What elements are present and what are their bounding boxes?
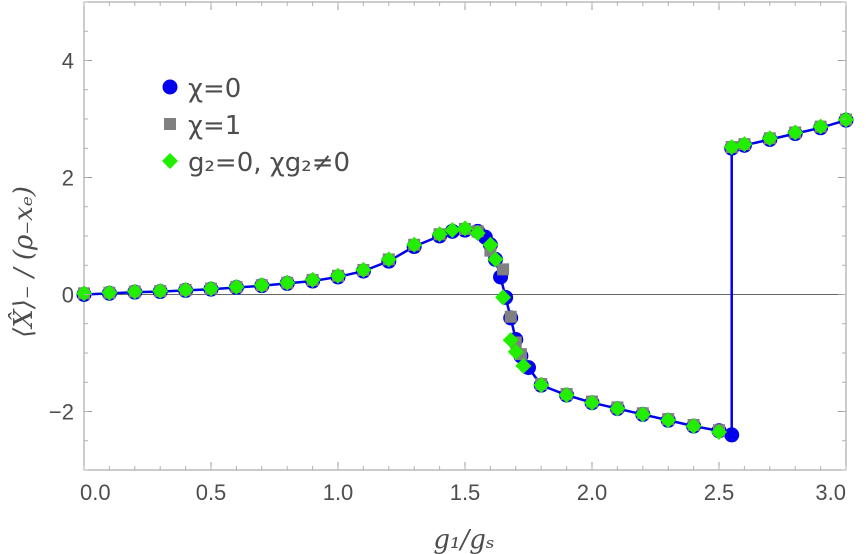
data-point-diamond bbox=[787, 124, 804, 141]
data-point-diamond bbox=[177, 281, 194, 298]
legend-label: g₂=0, χg₂≠0 bbox=[188, 148, 350, 178]
data-point-diamond bbox=[406, 236, 423, 253]
data-point-diamond bbox=[584, 394, 600, 411]
data-point-diamond bbox=[812, 118, 829, 135]
data-point-diamond bbox=[761, 130, 778, 147]
y-tick-label: 0 bbox=[62, 283, 74, 308]
data-point-diamond bbox=[487, 251, 504, 268]
data-point-diamond bbox=[126, 283, 143, 300]
data-point-diamond bbox=[533, 377, 550, 394]
data-point-diamond bbox=[355, 261, 372, 278]
data-point-diamond bbox=[152, 282, 169, 299]
data-point-diamond bbox=[444, 222, 461, 239]
y-axis-title: ⟨X̂⟩₋ / (ρ₋xₑ) bbox=[8, 186, 39, 338]
y-tick-label: 2 bbox=[62, 166, 74, 191]
x-tick-label: 2.5 bbox=[704, 480, 735, 505]
data-point-diamond bbox=[101, 284, 118, 301]
data-point-diamond bbox=[838, 111, 854, 128]
data-point-diamond bbox=[507, 343, 524, 360]
legend-item: χ=1 bbox=[164, 111, 241, 141]
x-tick-label: 1.0 bbox=[323, 480, 354, 505]
data-point-diamond bbox=[457, 220, 473, 237]
data-point-circle bbox=[724, 427, 740, 443]
data-point-diamond bbox=[502, 332, 519, 349]
data-point-diamond bbox=[660, 412, 677, 429]
legend-marker bbox=[162, 153, 178, 169]
data-point-diamond bbox=[482, 236, 499, 253]
x-axis-title: g₁/gₛ bbox=[433, 525, 494, 554]
y-tick-label: 4 bbox=[62, 49, 74, 74]
x-tick-label: 0.0 bbox=[80, 480, 111, 505]
data-point-diamond bbox=[515, 357, 532, 374]
legend-item: χ=0 bbox=[162, 74, 241, 104]
data-point-diamond bbox=[469, 225, 486, 242]
data-point-diamond bbox=[253, 277, 270, 294]
legend-label: χ=1 bbox=[188, 111, 241, 141]
data-point-square bbox=[497, 263, 510, 276]
data-point-diamond bbox=[736, 136, 753, 153]
data-point-diamond bbox=[330, 267, 346, 284]
data-point-square bbox=[504, 310, 517, 323]
legend-marker bbox=[162, 79, 178, 95]
data-point-diamond bbox=[634, 406, 651, 423]
data-point-diamond bbox=[609, 400, 626, 417]
x-tick-label: 1.5 bbox=[450, 480, 481, 505]
y-tick-label: −2 bbox=[49, 400, 74, 425]
data-point-diamond bbox=[723, 139, 740, 156]
data-point-diamond bbox=[711, 423, 727, 440]
data-point-diamond bbox=[685, 418, 702, 435]
x-tick-label: 3.0 bbox=[815, 480, 846, 505]
legend-marker bbox=[164, 118, 176, 130]
x-tick-label: 2.0 bbox=[577, 480, 608, 505]
data-point-diamond bbox=[228, 278, 245, 295]
data-point-diamond bbox=[76, 285, 92, 302]
data-point-diamond bbox=[495, 289, 512, 306]
data-point-diamond bbox=[203, 280, 219, 297]
legend-label: χ=0 bbox=[188, 74, 241, 104]
data-point-diamond bbox=[279, 274, 296, 291]
data-point-diamond bbox=[304, 271, 321, 288]
data-point-diamond bbox=[380, 251, 397, 268]
series-group bbox=[76, 111, 854, 440]
data-point-diamond bbox=[431, 226, 448, 243]
x-tick-label: 0.5 bbox=[196, 480, 227, 505]
legend-item: g₂=0, χg₂≠0 bbox=[162, 148, 350, 178]
data-point-diamond bbox=[558, 387, 575, 404]
